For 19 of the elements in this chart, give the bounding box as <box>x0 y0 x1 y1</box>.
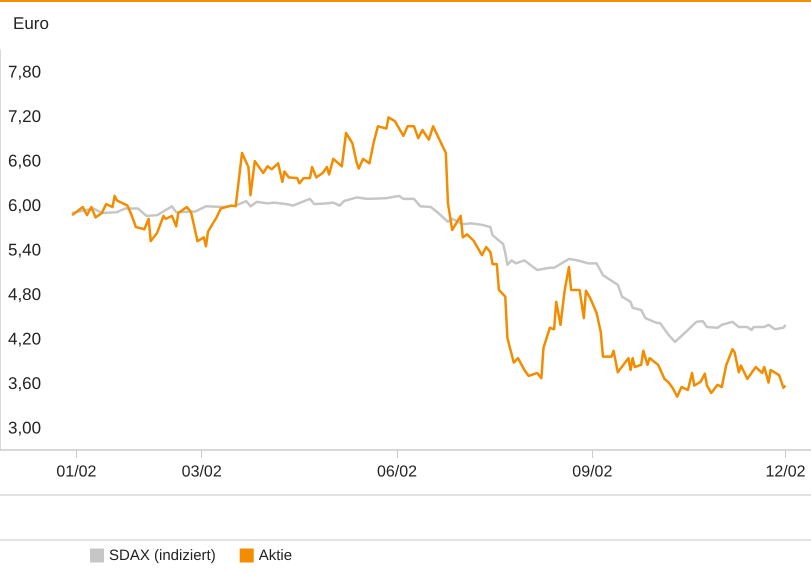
x-tick-label: 01/02 <box>56 464 97 480</box>
y-tick-label: 6,00 <box>8 196 42 216</box>
y-tick-label: 3,60 <box>8 374 42 393</box>
line-series <box>70 194 787 344</box>
y-tick-label: 5,40 <box>8 240 42 260</box>
y-tick-label: 7,20 <box>8 107 42 126</box>
x-tick-label: 03/02 <box>182 464 222 480</box>
y-tick-label: 3,00 <box>8 418 42 438</box>
y-axis-title: Euro <box>13 14 49 33</box>
y-tick-label: 7,80 <box>8 62 42 82</box>
y-tick-label: 4,20 <box>8 329 42 348</box>
y-tick-label: 6,60 <box>8 152 42 171</box>
x-tick-label: 12/02 <box>766 464 806 480</box>
x-tick-label: 09/02 <box>572 464 612 480</box>
y-tick-label: 4,80 <box>8 284 42 304</box>
legend-label: Aktie <box>258 547 292 564</box>
line-series <box>70 116 787 398</box>
x-tick-label: 06/02 <box>376 464 418 480</box>
legend-label: SDAX (indiziert) <box>109 547 216 564</box>
